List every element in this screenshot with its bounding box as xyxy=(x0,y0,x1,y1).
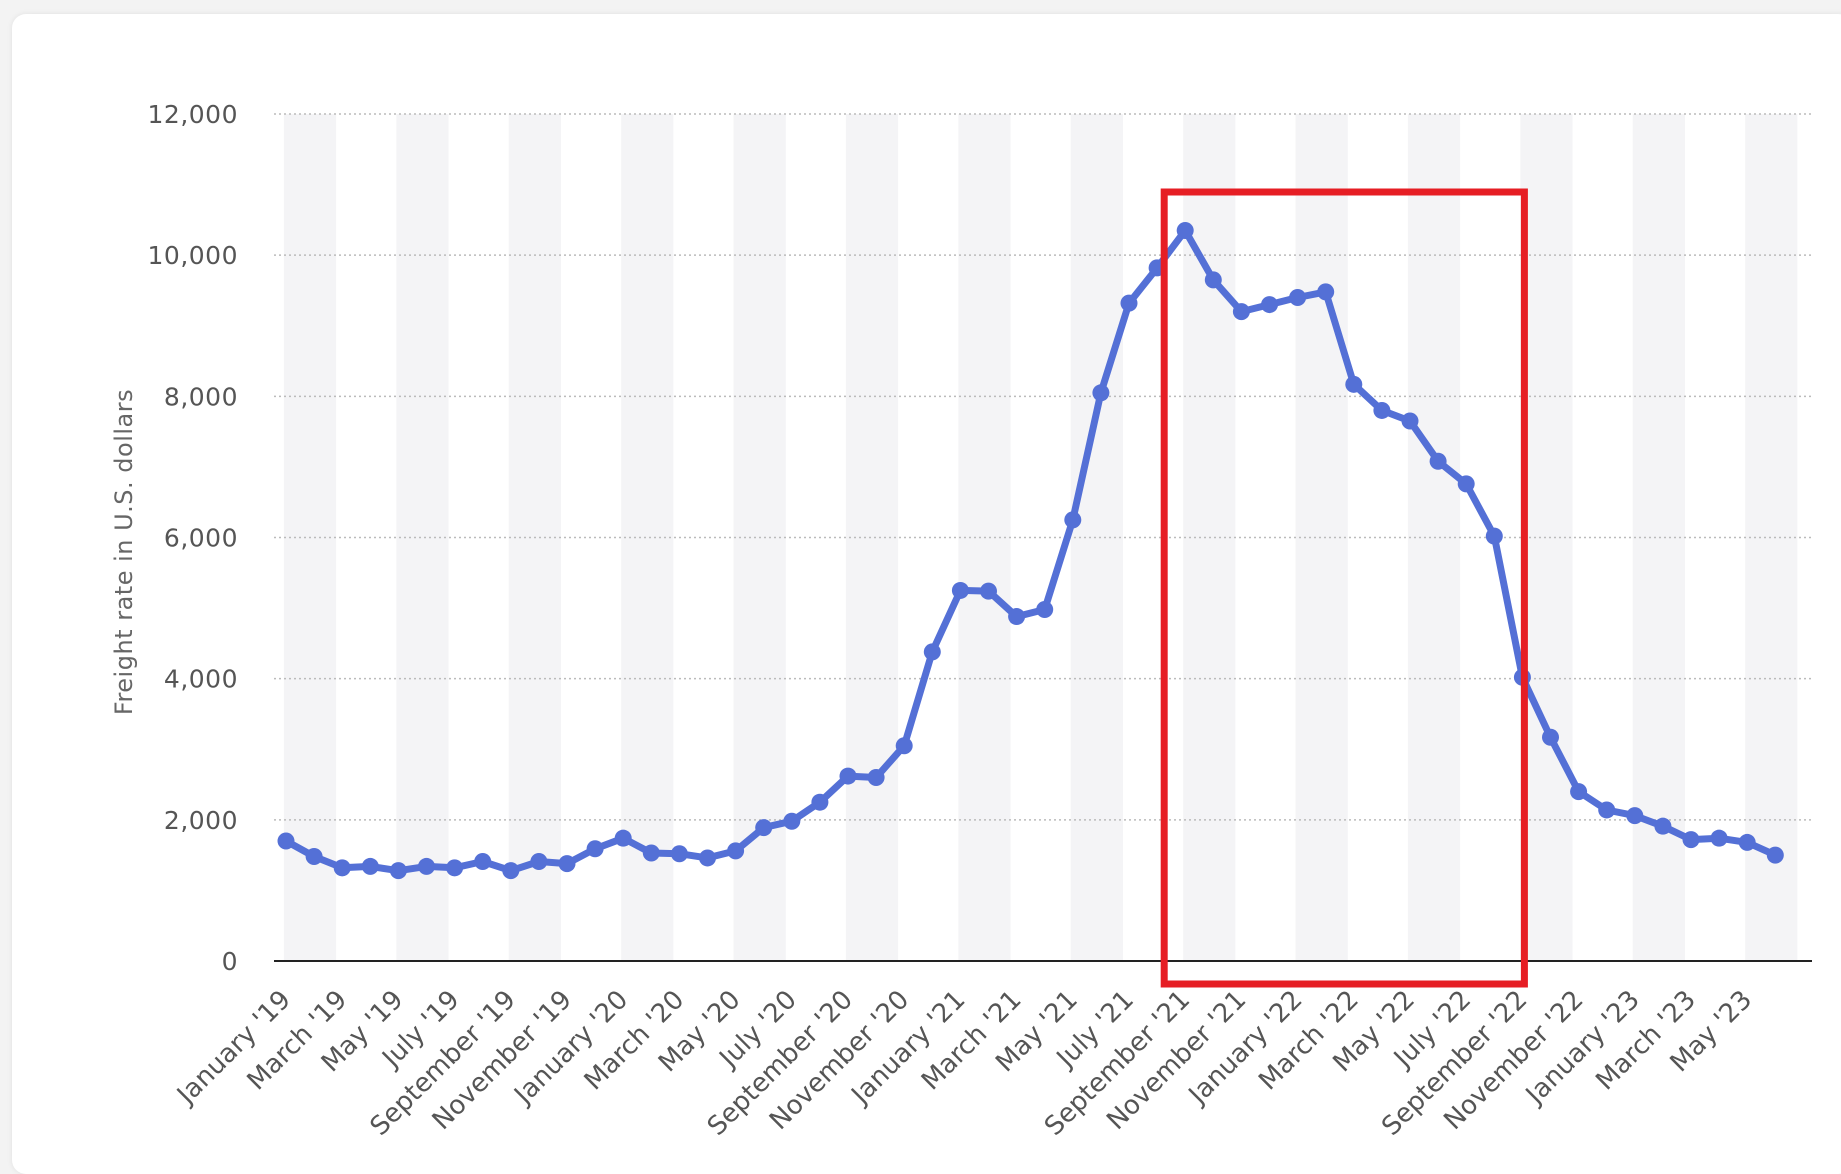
data-point[interactable] xyxy=(642,844,660,862)
y-tick-label: 12,000 xyxy=(148,100,238,129)
data-point[interactable] xyxy=(474,852,492,870)
data-point[interactable] xyxy=(614,829,632,847)
data-point[interactable] xyxy=(980,582,997,600)
data-point[interactable] xyxy=(1570,783,1588,801)
data-point[interactable] xyxy=(361,857,379,875)
data-point[interactable] xyxy=(1485,527,1503,545)
column-band xyxy=(1745,114,1798,961)
data-point[interactable] xyxy=(558,855,576,873)
data-point[interactable] xyxy=(1654,817,1672,835)
data-point[interactable] xyxy=(755,819,773,837)
highlight-box xyxy=(1160,188,1528,988)
data-point[interactable] xyxy=(305,848,323,866)
data-point[interactable] xyxy=(502,862,520,880)
data-point[interactable] xyxy=(418,857,435,875)
data-point[interactable] xyxy=(1626,807,1644,825)
data-point[interactable] xyxy=(277,832,295,850)
data-point[interactable] xyxy=(1008,608,1026,626)
data-point[interactable] xyxy=(1710,829,1728,847)
data-point[interactable] xyxy=(1232,303,1250,321)
data-point[interactable] xyxy=(1598,801,1616,819)
data-point[interactable] xyxy=(1036,600,1054,618)
data-point[interactable] xyxy=(1204,271,1222,289)
data-point[interactable] xyxy=(727,842,745,860)
data-point[interactable] xyxy=(1682,831,1700,849)
data-point[interactable] xyxy=(1766,846,1784,864)
data-point[interactable] xyxy=(1289,289,1307,307)
data-point[interactable] xyxy=(1401,412,1419,430)
data-point[interactable] xyxy=(389,862,407,880)
data-point[interactable] xyxy=(951,581,969,599)
data-point[interactable] xyxy=(1429,452,1447,470)
data-point[interactable] xyxy=(586,840,604,858)
data-point[interactable] xyxy=(923,643,941,661)
data-point[interactable] xyxy=(699,849,716,867)
data-point[interactable] xyxy=(1317,283,1335,301)
gridlines xyxy=(274,113,1812,821)
data-point[interactable] xyxy=(895,737,913,755)
y-tick-label: 6,000 xyxy=(164,524,238,553)
data-point[interactable] xyxy=(1176,221,1194,239)
data-point[interactable] xyxy=(1542,728,1559,746)
data-point[interactable] xyxy=(1738,833,1756,851)
y-tick-label: 4,000 xyxy=(164,665,238,694)
data-point[interactable] xyxy=(1092,384,1110,402)
data-point[interactable] xyxy=(446,859,464,877)
y-tick-label: 0 xyxy=(222,947,238,976)
data-point[interactable] xyxy=(1120,294,1138,312)
data-point[interactable] xyxy=(811,793,829,811)
data-point[interactable] xyxy=(839,767,857,785)
data-point[interactable] xyxy=(867,768,885,786)
series-points xyxy=(277,221,1784,880)
data-point[interactable] xyxy=(1261,296,1278,314)
chart-card: 0 2,000 4,000 6,000 8,000 10,000 12,000 Januar… xyxy=(12,14,1841,1174)
y-tick-label: 2,000 xyxy=(164,806,238,835)
y-tick-label: 10,000 xyxy=(148,241,238,270)
y-tick-label: 8,000 xyxy=(164,382,238,411)
data-point[interactable] xyxy=(1457,475,1475,493)
data-point[interactable] xyxy=(670,845,688,863)
line-chart: 0 2,000 4,000 6,000 8,000 10,000 12,000 Januar… xyxy=(110,100,1812,1142)
data-point[interactable] xyxy=(333,859,351,877)
data-point[interactable] xyxy=(783,812,801,830)
data-point[interactable] xyxy=(1345,375,1363,393)
y-axis-label: Freight rate in U.S. dollars xyxy=(110,389,138,715)
y-axis-ticks: 0 2,000 4,000 6,000 8,000 10,000 12,000 xyxy=(148,100,238,976)
data-point[interactable] xyxy=(1064,511,1082,529)
data-point[interactable] xyxy=(530,852,548,870)
data-point[interactable] xyxy=(1373,401,1391,419)
